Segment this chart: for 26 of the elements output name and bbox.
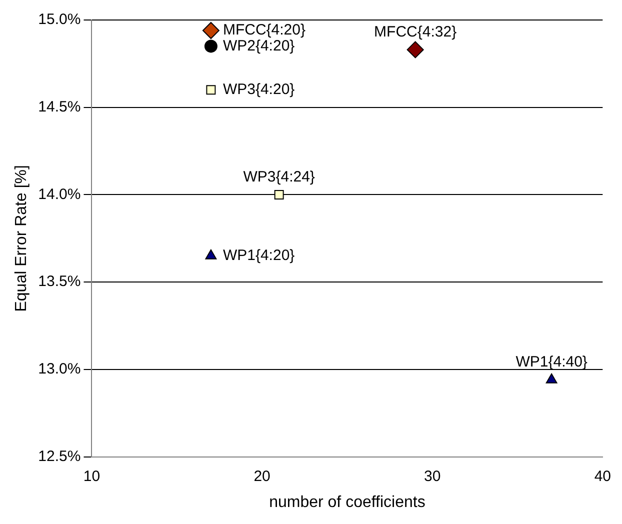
x-tick-label: 30 (424, 468, 441, 485)
data-label: MFCC{4:32} (374, 23, 457, 40)
y-axis-title: Equal Error Rate [%] (13, 165, 30, 312)
point (546, 373, 558, 384)
x-tick-label: 40 (594, 468, 611, 485)
y-tick-label: 14.0% (38, 186, 81, 203)
data-label: WP1{4:40} (516, 354, 588, 371)
y-tick-label: 13.5% (38, 273, 81, 290)
data-label: WP2{4:20} (222, 37, 295, 54)
point (274, 190, 284, 200)
x-tick-label: 10 (83, 468, 100, 485)
y-tick-label: 12.5% (38, 448, 81, 465)
x-tick-label: 20 (254, 468, 270, 485)
y-tick-label: 15.0% (38, 11, 81, 28)
data-label: WP3{4:24} (243, 168, 315, 186)
data-label: WP3{4:20} (222, 81, 295, 98)
point (204, 40, 218, 53)
data-label: MFCC{4:20} (222, 22, 306, 39)
point (206, 85, 216, 95)
y-tick-label: 14.5% (38, 98, 81, 116)
point (406, 41, 424, 58)
y-tick-label: 13.0% (38, 360, 81, 378)
data-label: WP1{4:20} (222, 247, 295, 264)
point (205, 249, 217, 260)
x-axis-title: number of coefficients (269, 494, 426, 511)
point (202, 22, 220, 39)
